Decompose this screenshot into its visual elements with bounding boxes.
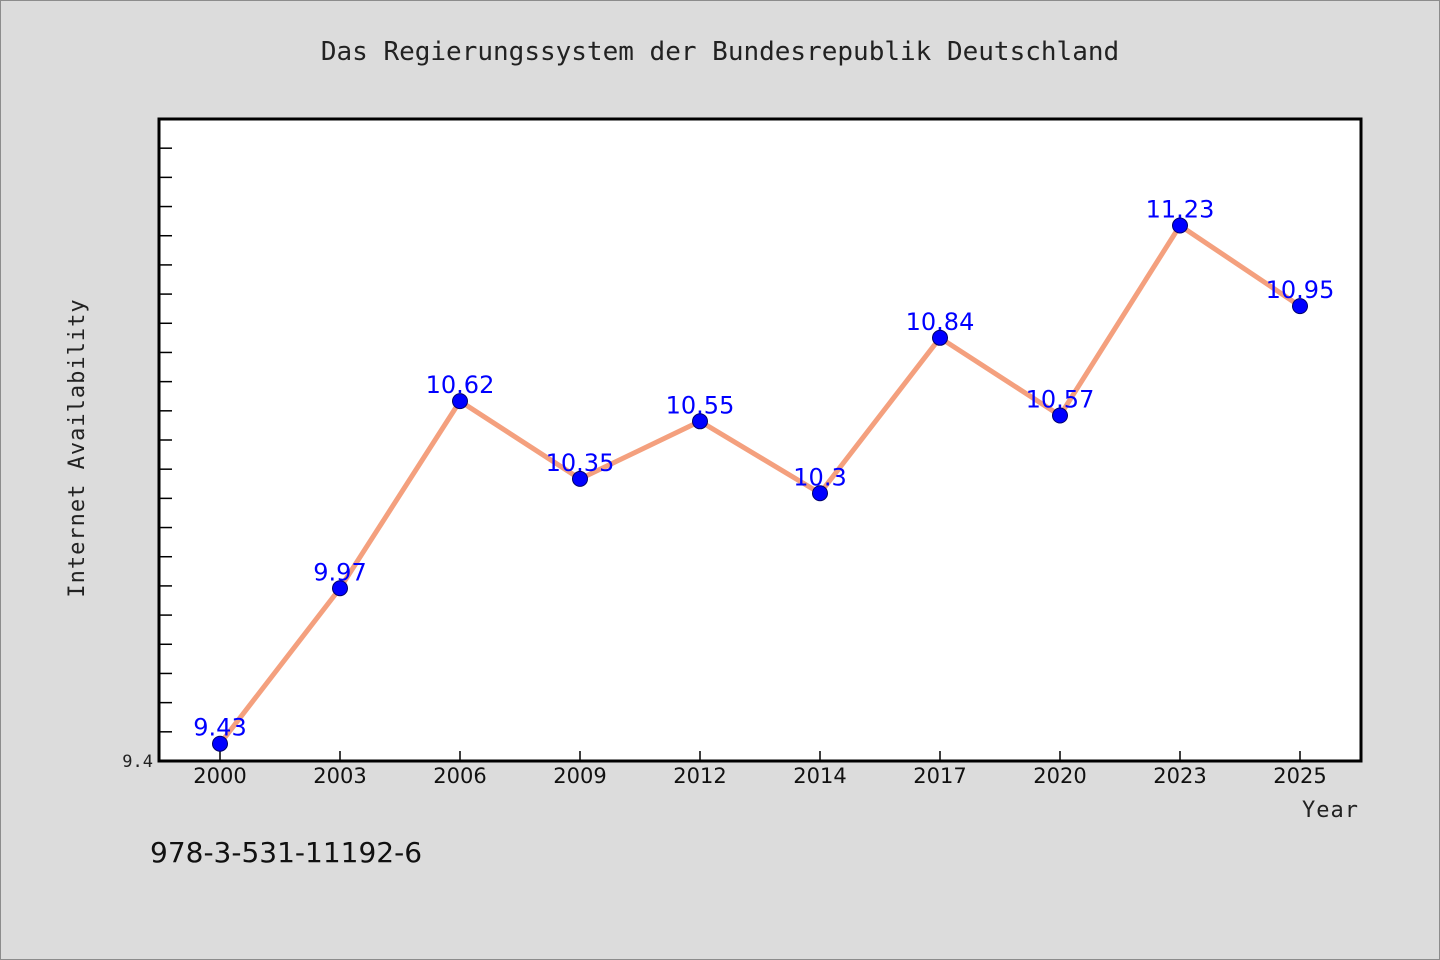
data-label: 10.35 xyxy=(546,449,615,477)
series-line-group: 9.43 9.97 10.62 10.35 10.55 10.3 10.84 10.57 11.… xyxy=(193,196,1334,752)
data-point xyxy=(1172,217,1188,234)
x-tick-label: 2023 xyxy=(1153,764,1206,788)
data-point xyxy=(332,580,348,597)
data-point xyxy=(212,735,228,752)
y-axis-min-label: 9.4 xyxy=(122,752,153,772)
data-label: 11.23 xyxy=(1146,196,1215,224)
x-axis-title: Year xyxy=(1302,798,1359,823)
data-label: 9.97 xyxy=(313,558,366,586)
data-point xyxy=(932,329,948,346)
x-tick-label: 2003 xyxy=(313,764,366,788)
x-tick-label: 2020 xyxy=(1033,764,1086,788)
y-axis-ticks xyxy=(159,147,172,733)
data-label: 10.55 xyxy=(666,391,735,419)
series-line xyxy=(218,223,1302,746)
chart-title: Das Regierungssystem der Bundesrepublik … xyxy=(321,37,1119,67)
x-tick-label: 2000 xyxy=(193,764,246,788)
x-tick-label: 2017 xyxy=(913,764,966,788)
x-tick-label: 2009 xyxy=(553,764,606,788)
y-axis-title: Internet Availability xyxy=(65,298,90,597)
data-point xyxy=(572,470,588,487)
data-label: 10.84 xyxy=(906,308,975,336)
plot-area xyxy=(157,117,1363,763)
data-point xyxy=(812,485,828,502)
data-label: 10.62 xyxy=(426,371,495,399)
x-tick-label: 2025 xyxy=(1273,764,1326,788)
data-label: 9.43 xyxy=(193,714,246,742)
data-label: 10.95 xyxy=(1266,276,1335,304)
isbn-footer: 978-3-531-11192-6 xyxy=(150,836,422,869)
data-label: 10.57 xyxy=(1026,386,1095,414)
data-point xyxy=(452,393,468,410)
x-tick-label: 2006 xyxy=(433,764,486,788)
x-tick-label: 2012 xyxy=(673,764,726,788)
data-point xyxy=(1052,407,1068,424)
x-axis-ticks: 2000 2003 2006 2009 2012 2014 2017 2020 2023 2025 xyxy=(193,751,1327,788)
data-point xyxy=(1292,298,1308,315)
x-tick-label: 2014 xyxy=(793,764,846,788)
data-point xyxy=(692,413,708,430)
data-label: 10.3 xyxy=(793,463,846,491)
